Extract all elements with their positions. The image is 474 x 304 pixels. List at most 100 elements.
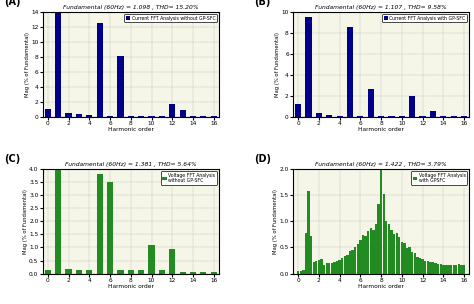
- Bar: [432, 262, 434, 274]
- Legend: Current FFT Analysis with GP-SFC: Current FFT Analysis with GP-SFC: [382, 15, 467, 22]
- Bar: [148, 116, 155, 117]
- Bar: [297, 271, 299, 274]
- Bar: [453, 265, 455, 274]
- Bar: [341, 258, 343, 274]
- Bar: [437, 264, 439, 274]
- Bar: [365, 236, 367, 274]
- Bar: [318, 260, 320, 274]
- Bar: [86, 271, 92, 274]
- Bar: [312, 262, 315, 274]
- Y-axis label: Mag (% of Fundamental): Mag (% of Fundamental): [273, 189, 278, 254]
- Bar: [107, 116, 113, 117]
- Title: Fundamental (60Hz) = 1.381 , THD= 5.64%: Fundamental (60Hz) = 1.381 , THD= 5.64%: [65, 162, 197, 167]
- Bar: [76, 271, 82, 274]
- Bar: [357, 116, 364, 117]
- Legend: Voltage FFT Analysis
without GP-SFC: Voltage FFT Analysis without GP-SFC: [161, 171, 217, 185]
- Bar: [201, 116, 207, 117]
- Text: (A): (A): [4, 0, 20, 7]
- Bar: [344, 256, 346, 274]
- Bar: [380, 169, 383, 274]
- Bar: [411, 252, 413, 274]
- Bar: [337, 116, 343, 117]
- Bar: [148, 245, 155, 274]
- Bar: [305, 233, 307, 274]
- Bar: [169, 104, 175, 117]
- Bar: [315, 261, 318, 274]
- Bar: [409, 96, 415, 117]
- Text: (B): (B): [254, 0, 271, 7]
- Text: (D): (D): [254, 154, 271, 164]
- Bar: [55, 12, 61, 117]
- Legend: Current FFT Analysis without GP-SFC: Current FFT Analysis without GP-SFC: [124, 15, 217, 22]
- Bar: [180, 271, 186, 274]
- X-axis label: Harmonic order: Harmonic order: [108, 127, 154, 132]
- Bar: [180, 110, 186, 117]
- Bar: [390, 230, 392, 274]
- Bar: [97, 174, 103, 274]
- Bar: [403, 243, 406, 274]
- Y-axis label: Mag (% of Fundamental): Mag (% of Fundamental): [275, 32, 280, 97]
- Y-axis label: Mag (% of Fundamental): Mag (% of Fundamental): [25, 32, 30, 97]
- Bar: [419, 116, 426, 117]
- Bar: [399, 116, 405, 117]
- Bar: [434, 263, 437, 274]
- Bar: [326, 115, 332, 117]
- Bar: [427, 261, 429, 274]
- Bar: [351, 250, 354, 274]
- Bar: [372, 230, 374, 274]
- Bar: [138, 271, 144, 274]
- Bar: [118, 271, 124, 274]
- Bar: [210, 116, 217, 117]
- Bar: [107, 182, 113, 274]
- Bar: [328, 263, 330, 274]
- Legend: Voltage FFT Analysis
with GPSFC: Voltage FFT Analysis with GPSFC: [411, 171, 467, 185]
- X-axis label: Harmonic order: Harmonic order: [358, 284, 404, 289]
- Bar: [190, 116, 196, 117]
- Bar: [395, 233, 398, 274]
- Bar: [383, 195, 385, 274]
- Bar: [442, 265, 445, 274]
- Title: Fundamental (60Hz) = 1.422 , THD= 3.79%: Fundamental (60Hz) = 1.422 , THD= 3.79%: [315, 162, 447, 167]
- Bar: [76, 115, 82, 117]
- Bar: [406, 248, 408, 274]
- Bar: [333, 262, 336, 274]
- Bar: [414, 254, 416, 274]
- Bar: [451, 116, 457, 117]
- Bar: [128, 271, 134, 274]
- Title: Fundamental (60Hz) = 1.107 , THD= 9.58%: Fundamental (60Hz) = 1.107 , THD= 9.58%: [315, 5, 447, 10]
- Bar: [368, 88, 374, 117]
- Bar: [45, 109, 51, 117]
- Bar: [455, 265, 457, 274]
- Title: Fundamental (60Hz) = 1.098 , THD= 15.20%: Fundamental (60Hz) = 1.098 , THD= 15.20%: [63, 5, 199, 10]
- Bar: [323, 265, 325, 274]
- Bar: [349, 251, 351, 274]
- Bar: [190, 272, 196, 274]
- Bar: [159, 271, 165, 274]
- Bar: [439, 264, 442, 274]
- Bar: [305, 17, 311, 117]
- Bar: [401, 242, 403, 274]
- Y-axis label: Mag (% of Fundamental): Mag (% of Fundamental): [23, 189, 28, 254]
- Bar: [86, 115, 92, 117]
- Bar: [310, 236, 312, 274]
- Bar: [419, 258, 421, 274]
- Bar: [398, 237, 401, 274]
- Bar: [336, 261, 338, 274]
- Bar: [159, 116, 165, 117]
- Bar: [447, 265, 450, 274]
- Bar: [430, 111, 436, 117]
- Bar: [362, 235, 364, 274]
- Bar: [445, 265, 447, 274]
- Bar: [45, 271, 51, 274]
- Bar: [429, 262, 431, 274]
- Bar: [320, 259, 323, 274]
- Bar: [65, 269, 72, 274]
- Bar: [424, 261, 426, 274]
- Bar: [118, 56, 124, 117]
- Bar: [409, 247, 411, 274]
- Bar: [201, 272, 207, 274]
- Bar: [416, 257, 419, 274]
- Bar: [440, 116, 447, 117]
- Bar: [302, 270, 304, 274]
- Bar: [385, 221, 387, 274]
